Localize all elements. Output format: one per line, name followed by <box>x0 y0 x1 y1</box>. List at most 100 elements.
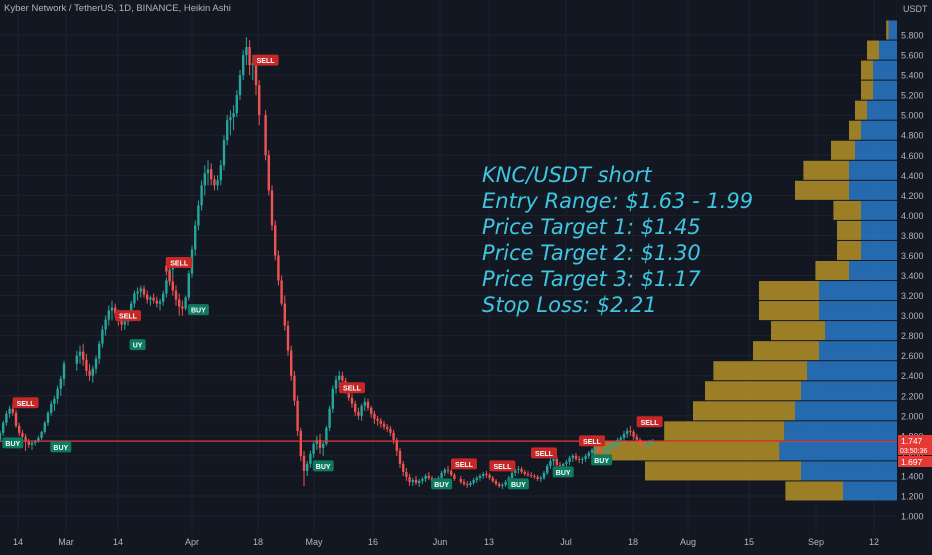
volume-profile-down <box>861 80 873 100</box>
candle-body <box>606 447 610 450</box>
candle-body <box>584 455 587 459</box>
sell-signal-badge <box>166 256 193 268</box>
candle-body <box>642 443 645 445</box>
price-tick-label: 2.800 <box>901 331 924 341</box>
volume-profile-down <box>831 140 855 160</box>
candle-body <box>24 436 27 442</box>
candle-body <box>34 440 37 443</box>
volume-profile-up <box>849 260 897 281</box>
candle-body <box>181 306 184 309</box>
volume-profile-up <box>795 401 897 421</box>
candle-body <box>341 375 344 381</box>
volume-profile-down <box>837 240 861 260</box>
candle-body <box>418 480 421 483</box>
volume-profile-down <box>815 260 849 281</box>
price-badge <box>898 456 932 467</box>
volume-profile-up <box>825 321 897 341</box>
signal-label: BUY <box>191 308 206 315</box>
candle-body <box>389 428 392 433</box>
time-tick-label: 12 <box>869 537 879 547</box>
candle-body <box>610 445 613 448</box>
candle-body <box>350 397 354 404</box>
price-tick-label: 5.600 <box>901 51 924 61</box>
candle-body <box>446 469 450 471</box>
last-price-badge <box>898 435 932 455</box>
price-tick-label: 1.200 <box>901 491 924 501</box>
volume-profile-up <box>819 281 897 301</box>
volume-profile-down <box>753 341 819 361</box>
annotation-line: Price Target 1: $1.45 <box>482 215 701 239</box>
candle-body <box>59 378 62 389</box>
candle-body <box>168 271 171 282</box>
candle-body <box>11 408 14 413</box>
volume-profile-down <box>759 301 819 321</box>
chart-title: Kyber Network / TetherUS, 1D, BINANCE, H… <box>4 3 231 14</box>
candle-body <box>526 473 530 475</box>
candle-body <box>392 432 395 440</box>
signal-label: BUY <box>316 464 331 471</box>
candle-body <box>386 426 389 429</box>
buy-signal-badge <box>552 466 574 478</box>
candle-body <box>130 303 133 315</box>
candle-body <box>27 441 30 445</box>
sell-signal-badge <box>339 382 365 394</box>
volume-profile-up <box>861 120 897 140</box>
candle-body <box>229 117 232 121</box>
candle-body <box>8 408 11 414</box>
candle-body <box>619 437 622 440</box>
volume-profile-up <box>801 461 897 481</box>
candle-body <box>440 472 443 478</box>
candle-body <box>293 375 296 401</box>
time-axis[interactable]: 14 Mar 14 Apr 18 May 16 Jun 13 Jul 18 Aug 15 Sep 12 <box>13 537 879 547</box>
candle-body <box>82 351 85 360</box>
price-tick-label: 2.200 <box>901 391 924 401</box>
buy-signal-badge <box>2 437 24 449</box>
buy-signal-badge <box>431 478 453 490</box>
price-tick-label: 5.400 <box>901 71 924 81</box>
signal-label: BUY <box>434 482 449 489</box>
candle-body <box>485 473 488 475</box>
candle-body <box>635 436 638 440</box>
candle-body <box>354 403 357 412</box>
candle-body <box>466 483 469 485</box>
volume-profile-up <box>819 341 897 361</box>
volume-profile-down <box>593 441 780 461</box>
volume-profile-up <box>807 361 897 381</box>
time-tick-label: 14 <box>113 537 123 547</box>
candle-body <box>219 165 222 181</box>
volume-profile-up <box>879 40 897 60</box>
candle-body <box>379 420 382 424</box>
candle-body <box>546 465 549 473</box>
candle-body <box>203 173 206 186</box>
signal-label: BUY <box>53 445 68 452</box>
candle-body <box>648 441 651 444</box>
candle-body <box>568 457 571 462</box>
candle-body <box>110 307 114 311</box>
candles-layer <box>0 37 654 489</box>
volume-profile-down <box>713 361 807 381</box>
price-tick-label: 2.000 <box>901 411 924 421</box>
trade-annotation: KNC/USDT short Entry Range: $1.63 - 1.99… <box>482 162 753 318</box>
volume-profile-up <box>819 301 897 321</box>
candle-body <box>75 355 78 364</box>
candle-body <box>459 478 462 482</box>
time-tick-label: Jun <box>433 537 448 547</box>
signal-label: SELL <box>257 58 276 65</box>
candle-body <box>533 475 536 477</box>
price-labels: 1.747 03:50:36 1.697 <box>898 435 932 467</box>
candle-body <box>178 299 181 307</box>
candle-body <box>491 477 494 481</box>
candle-body <box>62 363 66 379</box>
price-tick-label: 3.000 <box>901 311 924 321</box>
time-tick-label: Mar <box>58 537 74 547</box>
candle-body <box>421 478 424 481</box>
signal-label: BUY <box>594 458 609 465</box>
candle-body <box>158 301 162 304</box>
volume-profile-up <box>784 421 897 441</box>
buy-signal-badge <box>312 460 334 472</box>
sell-signal-badge <box>579 435 605 447</box>
candle-body <box>187 273 190 298</box>
candle-body <box>632 431 635 437</box>
